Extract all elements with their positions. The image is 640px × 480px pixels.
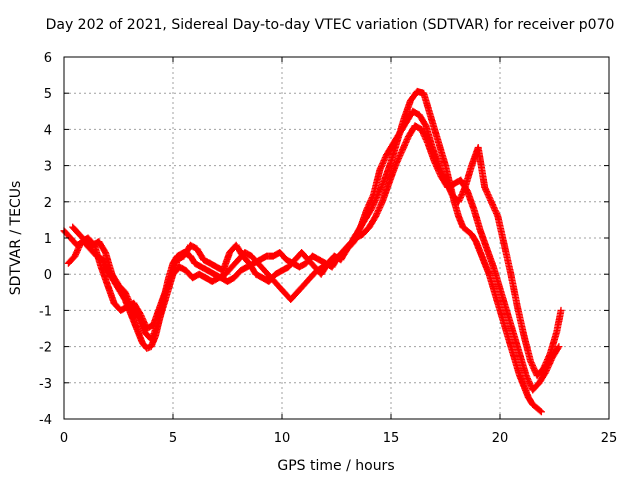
x-axis-title: GPS time / hours	[277, 458, 394, 474]
x-tick-label: 0	[60, 431, 68, 446]
series-layer	[60, 87, 565, 416]
y-tick-label: -1	[39, 304, 52, 319]
series-track-c	[69, 107, 565, 380]
y-tick-label: 1	[44, 232, 52, 247]
y-axis-title: SDTVAR / TECUs	[8, 181, 24, 296]
ticks: 0 5 10 15 20 25 -4 -3 -2 -1 0 1 2 3 4 5 6	[39, 51, 617, 446]
y-tick-label: 5	[44, 87, 52, 102]
y-tick-label: 2	[44, 196, 52, 211]
y-tick-label: -4	[39, 413, 52, 428]
x-tick-label: 5	[169, 431, 177, 446]
y-tick-label: -3	[39, 377, 52, 392]
series-markers	[69, 107, 565, 380]
grid	[64, 57, 609, 419]
y-tick-label: 6	[44, 51, 52, 66]
x-tick-label: 20	[492, 431, 509, 446]
y-tick-label: 0	[44, 268, 52, 283]
x-tick-label: 10	[274, 431, 291, 446]
x-tick-label: 15	[383, 431, 400, 446]
y-tick-label: 4	[44, 123, 52, 138]
chart-title: Day 202 of 2021, Sidereal Day-to-day VTE…	[46, 17, 615, 33]
x-tick-label: 25	[601, 431, 618, 446]
y-tick-label: -2	[39, 341, 52, 356]
y-tick-label: 3	[44, 160, 52, 175]
